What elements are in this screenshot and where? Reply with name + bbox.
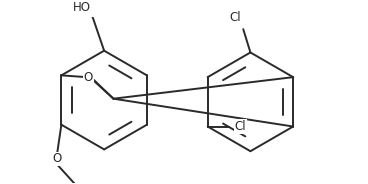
Text: HO: HO bbox=[72, 1, 91, 14]
Text: O: O bbox=[84, 71, 93, 84]
Text: O: O bbox=[52, 152, 61, 165]
Text: Cl: Cl bbox=[230, 11, 241, 24]
Text: Cl: Cl bbox=[234, 120, 246, 133]
